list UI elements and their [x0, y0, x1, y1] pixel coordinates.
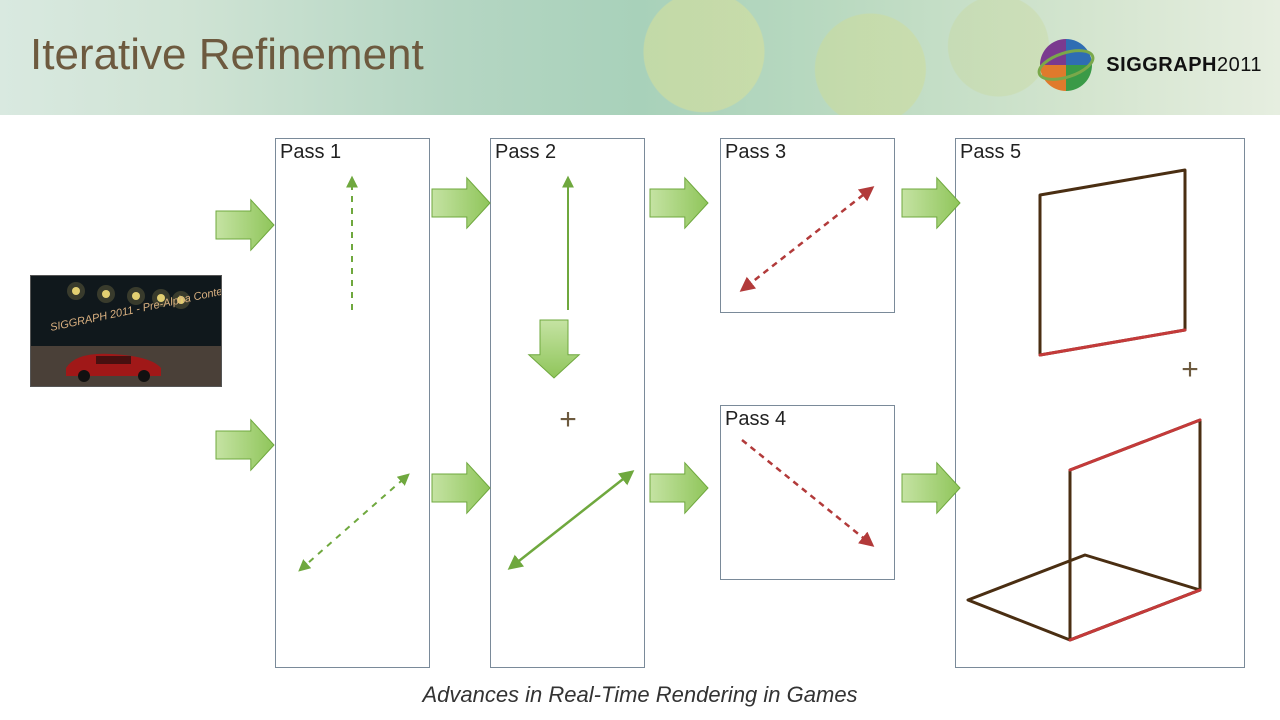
pass-3-box: Pass 3	[720, 138, 895, 313]
plus-symbol-2: +	[1181, 353, 1199, 387]
diagram-stage: SIGGRAPH 2011 - Pre-Alpha Content Pass 1…	[0, 0, 1280, 720]
thumbnail-graphic: SIGGRAPH 2011 - Pre-Alpha Content	[31, 276, 221, 386]
pass-2-label: Pass 2	[495, 141, 556, 164]
pass-1-label: Pass 1	[280, 141, 341, 164]
pass-3-label: Pass 3	[725, 141, 786, 164]
plus-symbol-1: +	[559, 403, 577, 437]
source-image-thumbnail: SIGGRAPH 2011 - Pre-Alpha Content	[30, 275, 222, 387]
slide-footer: Advances in Real-Time Rendering in Games	[0, 682, 1280, 708]
pass-4-label: Pass 4	[725, 408, 786, 431]
pass-5-box: Pass 5	[955, 138, 1245, 668]
pass-5-label: Pass 5	[960, 141, 1021, 164]
pass-1-box: Pass 1	[275, 138, 430, 668]
pass-4-box: Pass 4	[720, 405, 895, 580]
